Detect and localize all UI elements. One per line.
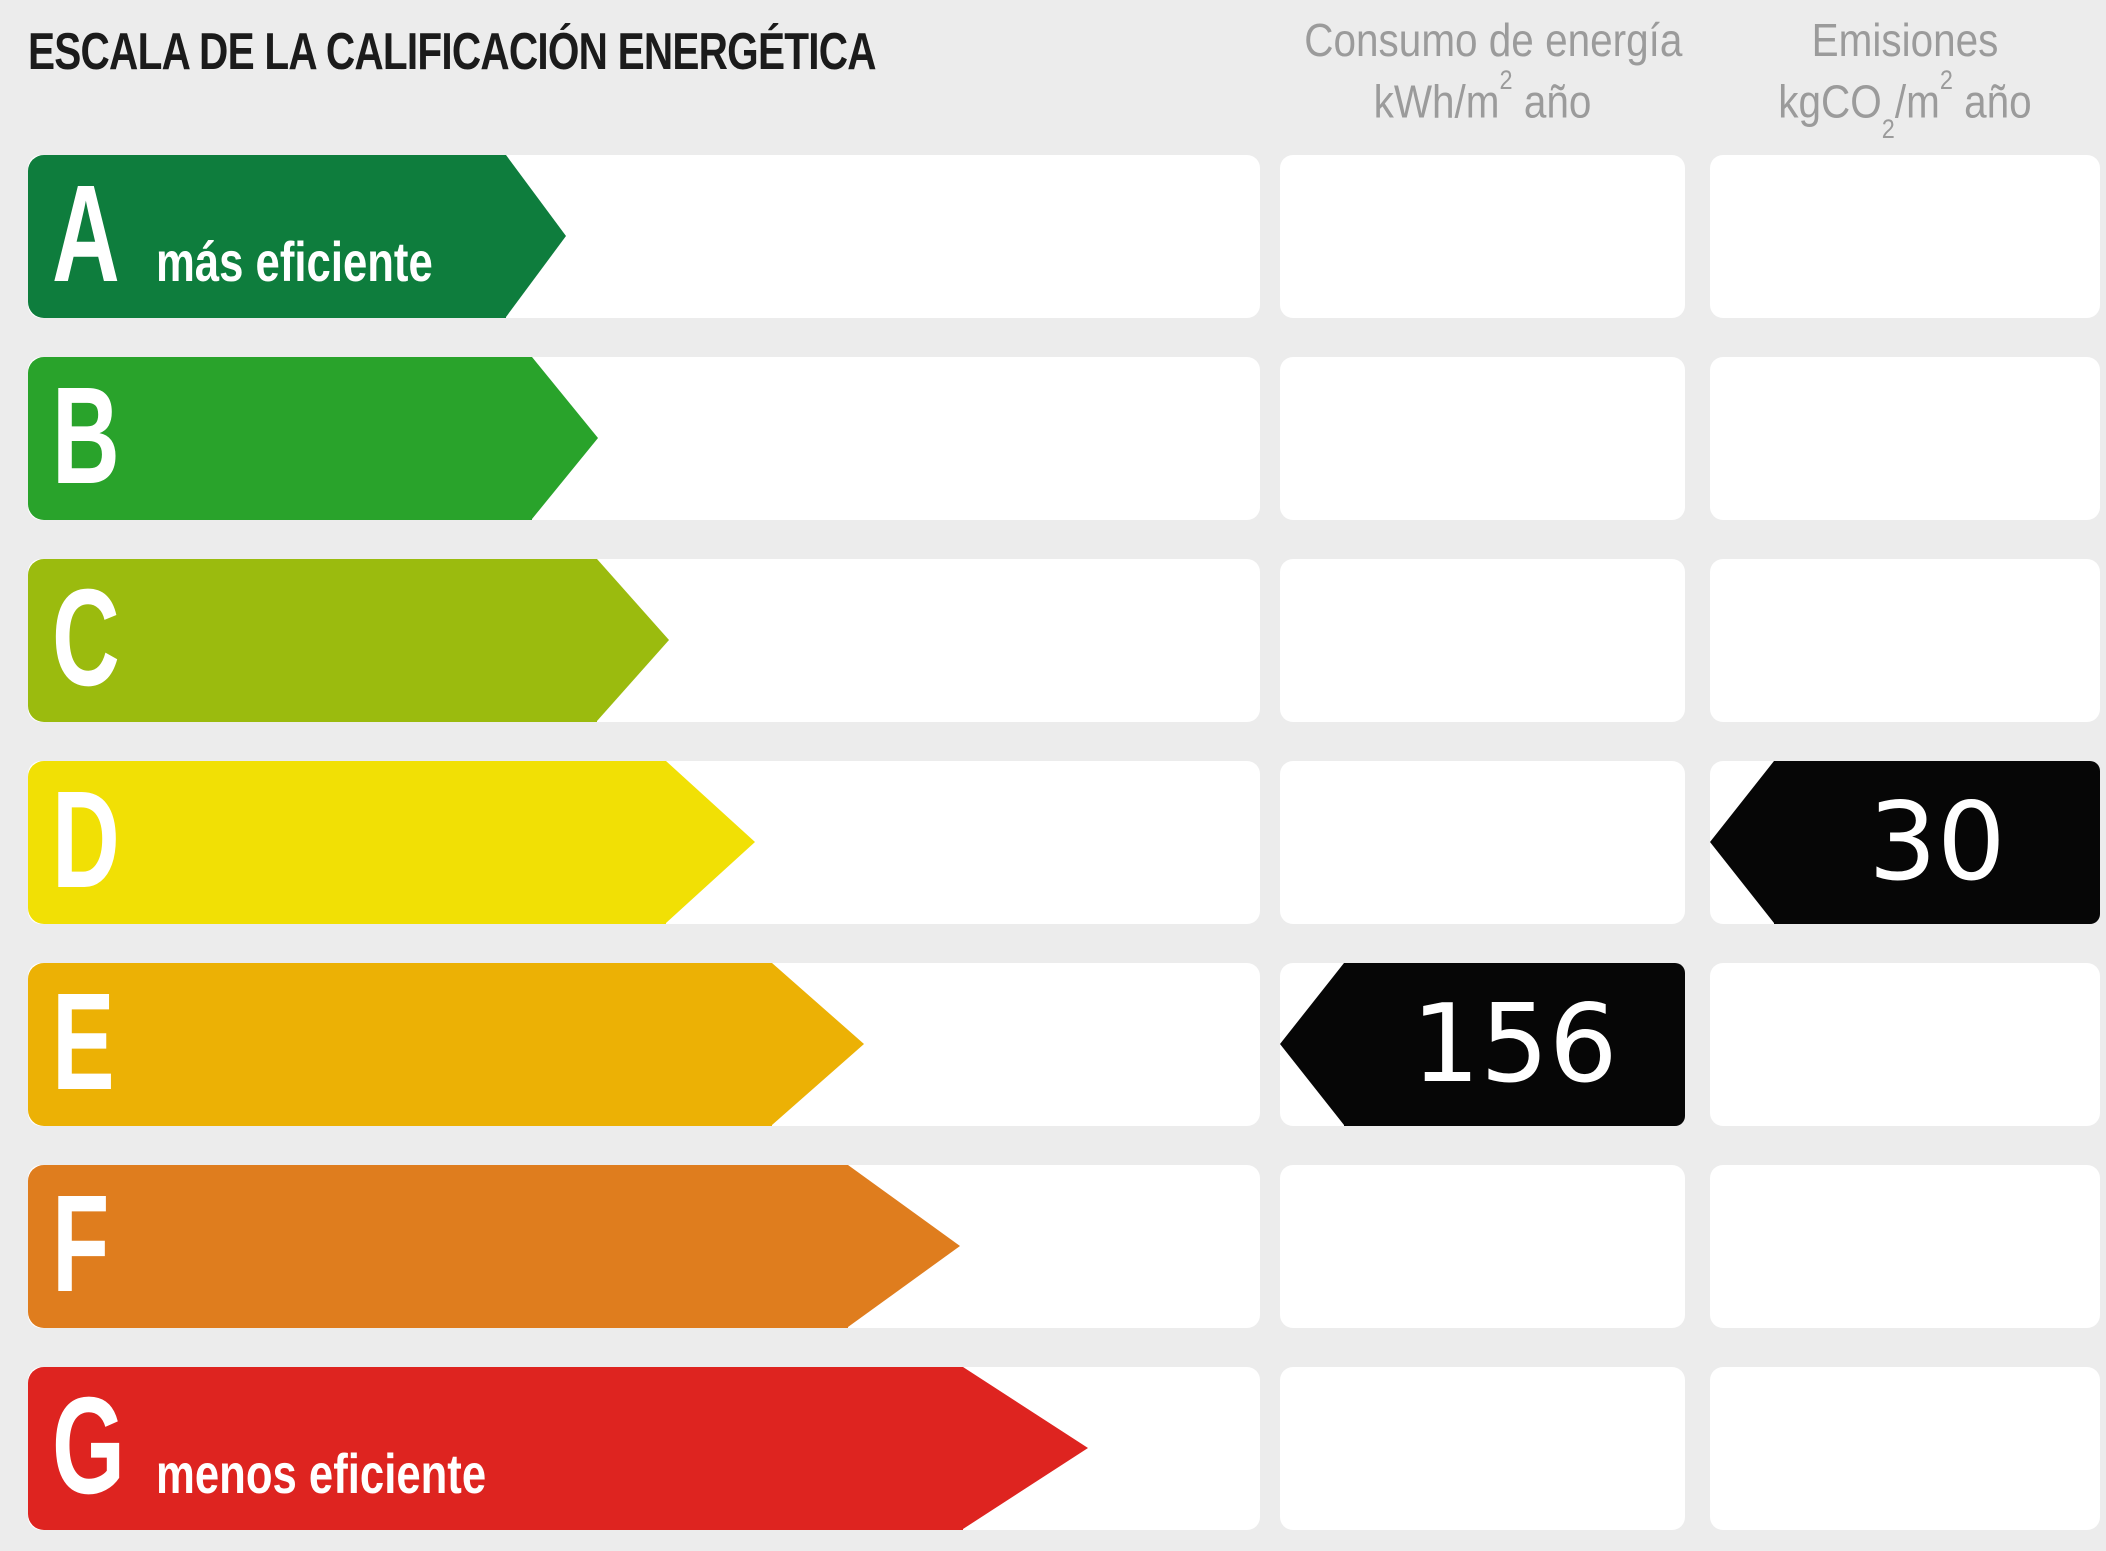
emisiones-value-cell — [1710, 1367, 2100, 1530]
rating-label: más eficiente — [156, 230, 433, 293]
consumo-value-cell — [1280, 1367, 1685, 1530]
superscript-2: 2 — [1499, 65, 1513, 95]
rating-row-d: D 30 — [28, 761, 2100, 924]
consumo-arrow: 156 — [1280, 963, 1685, 1126]
rating-row-e: E 156 — [28, 963, 2100, 1126]
subscript-2: 2 — [1881, 114, 1895, 145]
emisiones-value-cell — [1710, 155, 2100, 318]
rating-row-f: F — [28, 1165, 2100, 1328]
rating-bar-b: B — [28, 357, 598, 520]
rating-letter-a: A — [52, 157, 120, 311]
emisiones-value: 30 — [1868, 779, 2006, 905]
rating-letter-d: D — [52, 763, 120, 917]
rating-letter-b: B — [52, 359, 120, 513]
rating-letter-g: G — [52, 1369, 125, 1523]
scale-cell: D — [28, 761, 1260, 924]
consumo-value-cell: 156 — [1280, 963, 1685, 1126]
consumo-value-cell — [1280, 559, 1685, 722]
consumo-value-cell — [1280, 761, 1685, 924]
column-header-consumo: Consumo de energía kWh/m2 año — [1280, 0, 1685, 127]
rating-letter-c: C — [52, 561, 120, 715]
rating-bar-f: F — [28, 1165, 960, 1328]
consumo-value: 156 — [1411, 981, 1618, 1107]
scale-cell: A más eficiente — [28, 155, 1260, 318]
scale-cell: F — [28, 1165, 1260, 1328]
rating-bar-d: D — [28, 761, 755, 924]
rating-row-a: A más eficiente — [28, 155, 2100, 318]
emisiones-value-cell — [1710, 1165, 2100, 1328]
consumo-header-title: Consumo de energía — [1304, 14, 1683, 66]
rating-letter-f: F — [52, 1167, 110, 1321]
emisiones-value-cell — [1710, 963, 2100, 1126]
rating-row-c: C — [28, 559, 2100, 722]
rating-label: menos eficiente — [156, 1442, 487, 1505]
rating-row-b: B — [28, 357, 2100, 520]
emisiones-arrow: 30 — [1710, 761, 2100, 924]
emisiones-value-cell — [1710, 559, 2100, 722]
rating-row-g: G menos eficiente — [28, 1367, 2100, 1530]
consumo-value-cell — [1280, 357, 1685, 520]
emisiones-header-unit: kgCO2/m2 año — [1778, 65, 2032, 145]
column-header-emisiones: Emisiones kgCO2/m2 año — [1710, 0, 2100, 145]
rating-bar-g: G menos eficiente — [28, 1367, 1088, 1530]
emisiones-header-title: Emisiones — [1811, 14, 1999, 66]
rating-bar-e: E — [28, 963, 864, 1126]
emisiones-value-cell: 30 — [1710, 761, 2100, 924]
header: ESCALA DE LA CALIFICACIÓN ENERGÉTICA Con… — [28, 0, 2100, 145]
rating-grid: A más eficiente B C D — [28, 155, 2100, 1530]
emisiones-value-cell — [1710, 357, 2100, 520]
scale-cell: C — [28, 559, 1260, 722]
rating-bar-a: A más eficiente — [28, 155, 566, 318]
consumo-header-unit: kWh/m2 año — [1373, 65, 1592, 128]
page-title: ESCALA DE LA CALIFICACIÓN ENERGÉTICA — [28, 23, 877, 81]
scale-cell: B — [28, 357, 1260, 520]
consumo-value-cell — [1280, 1165, 1685, 1328]
scale-cell: E — [28, 963, 1260, 1126]
rating-bar-c: C — [28, 559, 669, 722]
consumo-value-cell — [1280, 155, 1685, 318]
superscript-2: 2 — [1939, 65, 1953, 95]
scale-cell: G menos eficiente — [28, 1367, 1260, 1530]
rating-letter-e: E — [52, 965, 115, 1119]
